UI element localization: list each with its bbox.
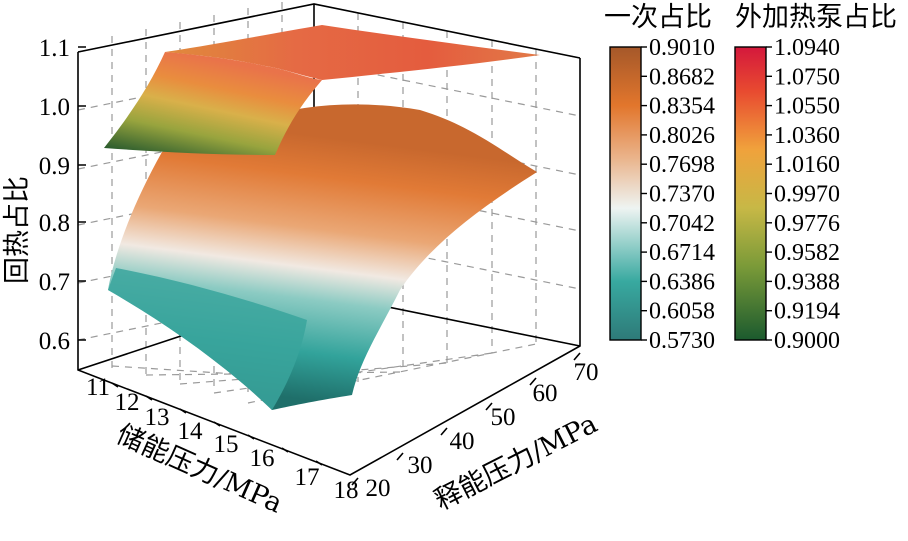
colorbar-tick-label: 0.9388: [774, 269, 840, 295]
z-axis-label: 回热占比: [2, 176, 33, 284]
colorbar-tick-label: 0.6058: [649, 299, 715, 325]
z-axis: 1.1 1.0 0.9 0.8 0.7 0.6 回热占比: [2, 35, 86, 355]
colorbar-tick-label: 1.0550: [774, 94, 840, 120]
colorbar-heatpump-ramp: [734, 46, 767, 341]
colorbar-primary: 一次占比 0.9010 0.8682 0.8354 0.8026 0.7698 0.737…: [604, 2, 715, 354]
z-tick-label: 0.6: [39, 328, 70, 355]
colorbar-tick-label: 0.9194: [774, 299, 840, 325]
x-tick-label: 15: [214, 431, 239, 458]
colorbar-tick-label: 0.7042: [649, 211, 715, 237]
x-tick-label: 14: [178, 418, 204, 445]
colorbar-tick-label: 0.8682: [649, 64, 715, 90]
y-tick-label: 40: [450, 428, 475, 455]
colorbar-primary-title: 一次占比: [604, 2, 712, 33]
z-tick-label: 0.7: [39, 269, 70, 296]
y-tick-label: 20: [366, 475, 391, 502]
y-tick-label: 70: [574, 359, 599, 386]
y-axis-label: 释能压力/MPa: [430, 408, 602, 516]
colorbar-tick-label: 0.9000: [774, 328, 840, 354]
colorbar-tick-label: 1.0360: [774, 123, 840, 149]
y-tick-label: 60: [533, 380, 558, 407]
colorbar-tick-label: 0.9970: [774, 182, 840, 208]
colorbar-tick-label: 0.7698: [649, 152, 715, 178]
colorbar-tick-label: 0.7370: [649, 182, 715, 208]
primary-surface: [108, 104, 537, 411]
colorbar-tick-label: 0.9582: [774, 240, 840, 266]
heatpump-surface-front: [104, 52, 322, 155]
x-tick-label: 17: [295, 464, 320, 491]
colorbar-tick-label: 0.6714: [649, 240, 715, 266]
z-tick-label: 1.1: [39, 35, 70, 62]
colorbar-heatpump: 外加热泵占比 1.0940 1.0750 1.0550 1.0360 1.0160 0.9…: [734, 2, 897, 354]
x-tick-label: 11: [86, 374, 110, 401]
colorbar-tick-label: 1.0160: [774, 152, 840, 178]
colorbar-tick-label: 1.0940: [774, 35, 840, 61]
x-tick-label: 12: [115, 389, 140, 416]
x-tick-label: 13: [145, 404, 170, 431]
colorbar-tick-label: 0.6386: [649, 269, 715, 295]
z-tick-label: 1.0: [39, 94, 70, 121]
z-tick-label: 0.8: [39, 210, 70, 237]
y-tick-label: 50: [491, 404, 516, 431]
colorbar-tick-label: 0.8026: [649, 123, 715, 149]
x-tick-label: 16: [250, 445, 275, 472]
z-tick-label: 0.9: [39, 153, 70, 180]
colorbar-tick-label: 0.9010: [649, 35, 715, 61]
colorbar-tick-label: 1.0750: [774, 64, 840, 90]
heatpump-surface: [104, 25, 540, 155]
primary-surface-fold: [108, 268, 307, 410]
colorbar-tick-label: 0.9776: [774, 211, 840, 237]
y-tick-label: 30: [408, 452, 433, 479]
colorbar-tick-label: 0.8354: [649, 94, 715, 120]
colorbar-tick-label: 0.5730: [649, 328, 715, 354]
y-axis: 20 30 40 50 60 70 释能压力/MPa: [351, 352, 602, 517]
colorbar-primary-ramp: [609, 46, 642, 341]
heatpump-surface-top: [165, 25, 540, 80]
colorbar-heatpump-title: 外加热泵占比: [735, 2, 897, 33]
